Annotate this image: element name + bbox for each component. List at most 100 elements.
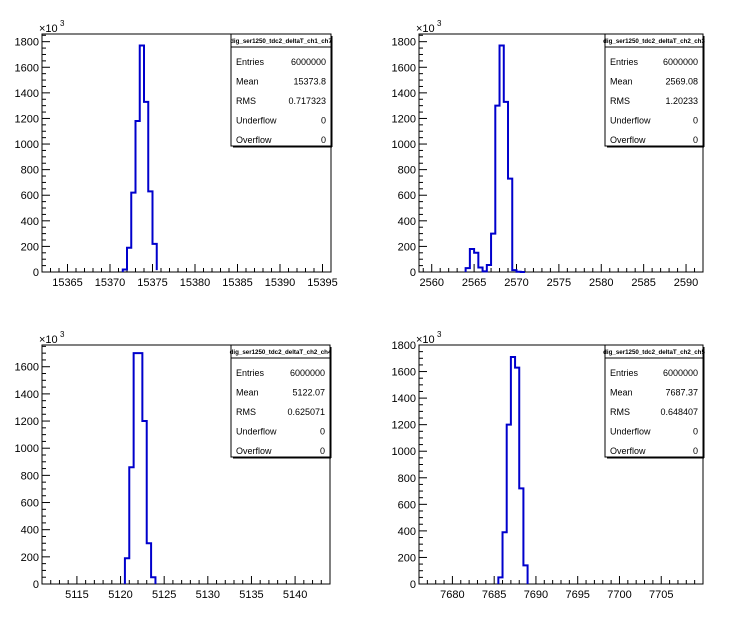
histogram-pad-4: 7680 7685 7690 7695 7700 7705 0 200 400 600 800 100… <box>392 330 706 601</box>
y-tick-label: 1800 <box>15 37 39 49</box>
histogram-bin <box>142 421 146 584</box>
histogram-bin <box>138 353 142 584</box>
y-tick-label: 800 <box>398 165 416 177</box>
histogram-bin <box>131 193 135 272</box>
histogram-bin <box>123 269 127 272</box>
y-exponent-superscript: 3 <box>437 19 442 28</box>
stats-box <box>604 33 704 147</box>
histogram-outline <box>497 355 529 584</box>
y-tick-label: 1400 <box>15 389 39 401</box>
stats-box <box>230 33 332 147</box>
histogram-bin <box>129 467 133 584</box>
y-tick-label: 1400 <box>15 88 39 100</box>
y-tick-label: 1200 <box>392 113 416 125</box>
stats-value: 0 <box>321 116 326 126</box>
stats-value: 0 <box>693 427 698 437</box>
histogram-pad-1: 15365 15370 15375 15380 15385 15390 15395 0 200 4… <box>15 19 338 289</box>
x-tick-label: 15370 <box>95 277 126 289</box>
histogram-bin <box>136 121 140 272</box>
histogram-bin <box>153 244 157 272</box>
histogram-bin <box>504 102 508 272</box>
histogram-bin <box>491 234 495 272</box>
stats-label: RMS <box>236 407 256 417</box>
histogram-bin <box>478 268 482 272</box>
y-tick-label: 600 <box>21 498 39 510</box>
histogram-bin <box>125 558 129 584</box>
histogram-outline <box>464 44 525 273</box>
x-tick-label: 5140 <box>283 589 307 601</box>
x-tick-label: 2575 <box>547 277 571 289</box>
histogram-bin <box>487 265 491 272</box>
x-tick-label: 7680 <box>440 589 464 601</box>
stats-label: Underflow <box>610 116 651 126</box>
stats-value: 0.625071 <box>287 407 325 417</box>
x-tick-label: 7700 <box>607 589 631 601</box>
stats-value: 5122.07 <box>292 388 325 398</box>
stats-value: 0.648407 <box>660 407 698 417</box>
x-tick-label: 7685 <box>482 589 506 601</box>
y-tick-label: 200 <box>398 241 416 253</box>
y-tick-label: 1600 <box>15 362 39 374</box>
x-tick-label: 5115 <box>65 589 89 601</box>
y-tick-label: 400 <box>398 526 416 538</box>
y-tick-label: 400 <box>21 216 39 228</box>
histogram-bin <box>511 357 515 584</box>
y-tick-label: 800 <box>21 165 39 177</box>
y-tick-label: 200 <box>21 552 39 564</box>
x-tick-label: 5135 <box>239 589 263 601</box>
stats-label: Underflow <box>236 427 277 437</box>
stats-value: 0 <box>320 427 325 437</box>
histogram-bin <box>140 46 144 272</box>
x-tick-label: 5120 <box>108 589 132 601</box>
x-tick-label: 2580 <box>589 277 613 289</box>
y-tick-label: 400 <box>398 216 416 228</box>
histogram-bin <box>466 268 470 272</box>
stats-label: Overflow <box>610 446 646 456</box>
stats-value: 15373.8 <box>293 77 326 87</box>
stats-value: 0 <box>693 135 698 145</box>
stats-value: 6000000 <box>663 368 698 378</box>
histogram-bin <box>474 253 478 272</box>
y-tick-label: 0 <box>33 267 39 279</box>
stats-label: RMS <box>610 407 630 417</box>
y-tick-label: 1600 <box>392 367 416 379</box>
histogram-bin <box>144 102 148 272</box>
histogram-bin <box>519 488 523 584</box>
x-tick-label: 2570 <box>504 277 528 289</box>
y-tick-label: 1000 <box>392 139 416 151</box>
stats-value: 2569.08 <box>665 77 698 87</box>
stats-box <box>230 344 331 458</box>
stats-label: Overflow <box>610 135 646 145</box>
histogram-bin <box>512 270 516 272</box>
stats-value: 0 <box>693 446 698 456</box>
stats-value: 0.717323 <box>288 96 326 106</box>
stats-value: 6000000 <box>290 368 325 378</box>
y-tick-label: 0 <box>410 267 416 279</box>
histogram-outline <box>123 352 157 584</box>
y-exponent-superscript: 3 <box>437 330 442 339</box>
histogram-bin <box>495 106 499 272</box>
histogram-bin <box>498 577 502 584</box>
y-exponent-superscript: 3 <box>60 330 65 339</box>
stats-label: Entries <box>610 57 639 67</box>
y-tick-label: 800 <box>398 473 416 485</box>
y-tick-label: 400 <box>21 525 39 537</box>
y-exponent-label: ×10 <box>39 23 58 35</box>
y-tick-label: 0 <box>33 579 39 591</box>
y-tick-label: 1400 <box>392 393 416 405</box>
histogram-bin <box>483 271 487 272</box>
plot-frame <box>418 33 704 273</box>
stats-value: 0 <box>320 446 325 456</box>
x-tick-label: 2590 <box>674 277 698 289</box>
histogram-bin <box>148 191 152 272</box>
stats-box <box>604 344 704 458</box>
y-tick-label: 200 <box>21 241 39 253</box>
y-tick-label: 1000 <box>15 139 39 151</box>
y-tick-label: 600 <box>398 190 416 202</box>
histogram-pad-2: 2560 2565 2570 2575 2580 2585 2590 0 200 400 600 80… <box>392 19 706 289</box>
histogram-bin <box>508 179 512 272</box>
x-tick-label: 5125 <box>152 589 176 601</box>
stats-label: Mean <box>236 388 259 398</box>
y-exponent-label: ×10 <box>416 23 435 35</box>
